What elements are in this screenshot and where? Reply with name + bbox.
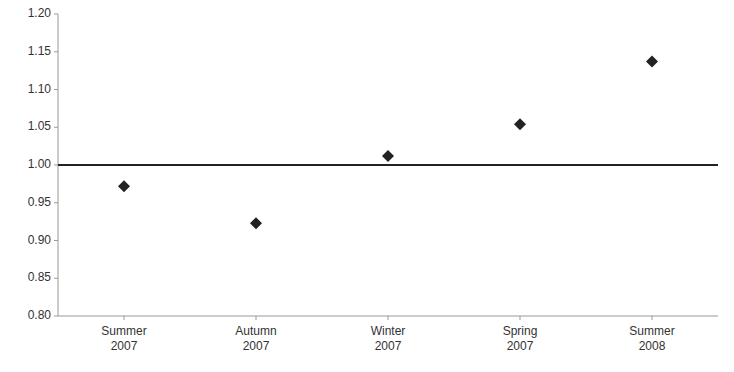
point xyxy=(514,118,526,130)
y-tick xyxy=(54,202,58,203)
chart-container: 0.80 0.85 0.90 0.95 1.00 1.05 1.10 1.15 1.20 Summ… xyxy=(0,0,734,372)
y-axis: 0.80 0.85 0.90 0.95 1.00 1.05 1.10 1.15 1.20 xyxy=(28,6,58,322)
x-tick xyxy=(256,316,257,320)
y-tick-label: 1.15 xyxy=(28,44,52,58)
x-tick xyxy=(520,316,521,320)
y-tick xyxy=(54,165,58,166)
x-axis: Summer2007 Autumn2007 Winter2007 Spring2007… xyxy=(58,316,718,353)
y-tick xyxy=(54,316,58,317)
x-tick-label: Spring2007 xyxy=(503,324,538,353)
y-tick-label: 0.80 xyxy=(28,308,52,322)
point xyxy=(382,150,394,162)
reference-line xyxy=(58,164,718,166)
y-tick xyxy=(54,14,58,15)
point xyxy=(250,217,262,229)
x-tick-label: Summer2007 xyxy=(101,324,146,353)
chart: 0.80 0.85 0.90 0.95 1.00 1.05 1.10 1.15 1.20 Summ… xyxy=(0,0,734,372)
x-tick xyxy=(652,316,653,320)
x-tick-label: Winter2007 xyxy=(371,324,406,353)
y-tick-label: 0.90 xyxy=(28,233,52,247)
y-tick xyxy=(54,278,58,279)
x-tick-label: Autumn2007 xyxy=(235,324,276,353)
point xyxy=(118,180,130,192)
y-tick xyxy=(54,127,58,128)
y-tick-label: 1.10 xyxy=(28,82,52,96)
y-tick-label: 0.85 xyxy=(28,270,52,284)
y-tick-label: 0.95 xyxy=(28,195,52,209)
y-tick-label: 1.20 xyxy=(28,6,52,20)
x-tick xyxy=(124,316,125,320)
plot-area xyxy=(58,56,718,230)
x-tick xyxy=(388,316,389,320)
x-tick-label: Summer2008 xyxy=(629,324,674,353)
y-tick xyxy=(54,89,58,90)
point xyxy=(646,56,658,68)
y-tick-label: 1.00 xyxy=(28,157,52,171)
y-tick xyxy=(54,51,58,52)
y-tick xyxy=(54,240,58,241)
y-tick-label: 1.05 xyxy=(28,119,52,133)
